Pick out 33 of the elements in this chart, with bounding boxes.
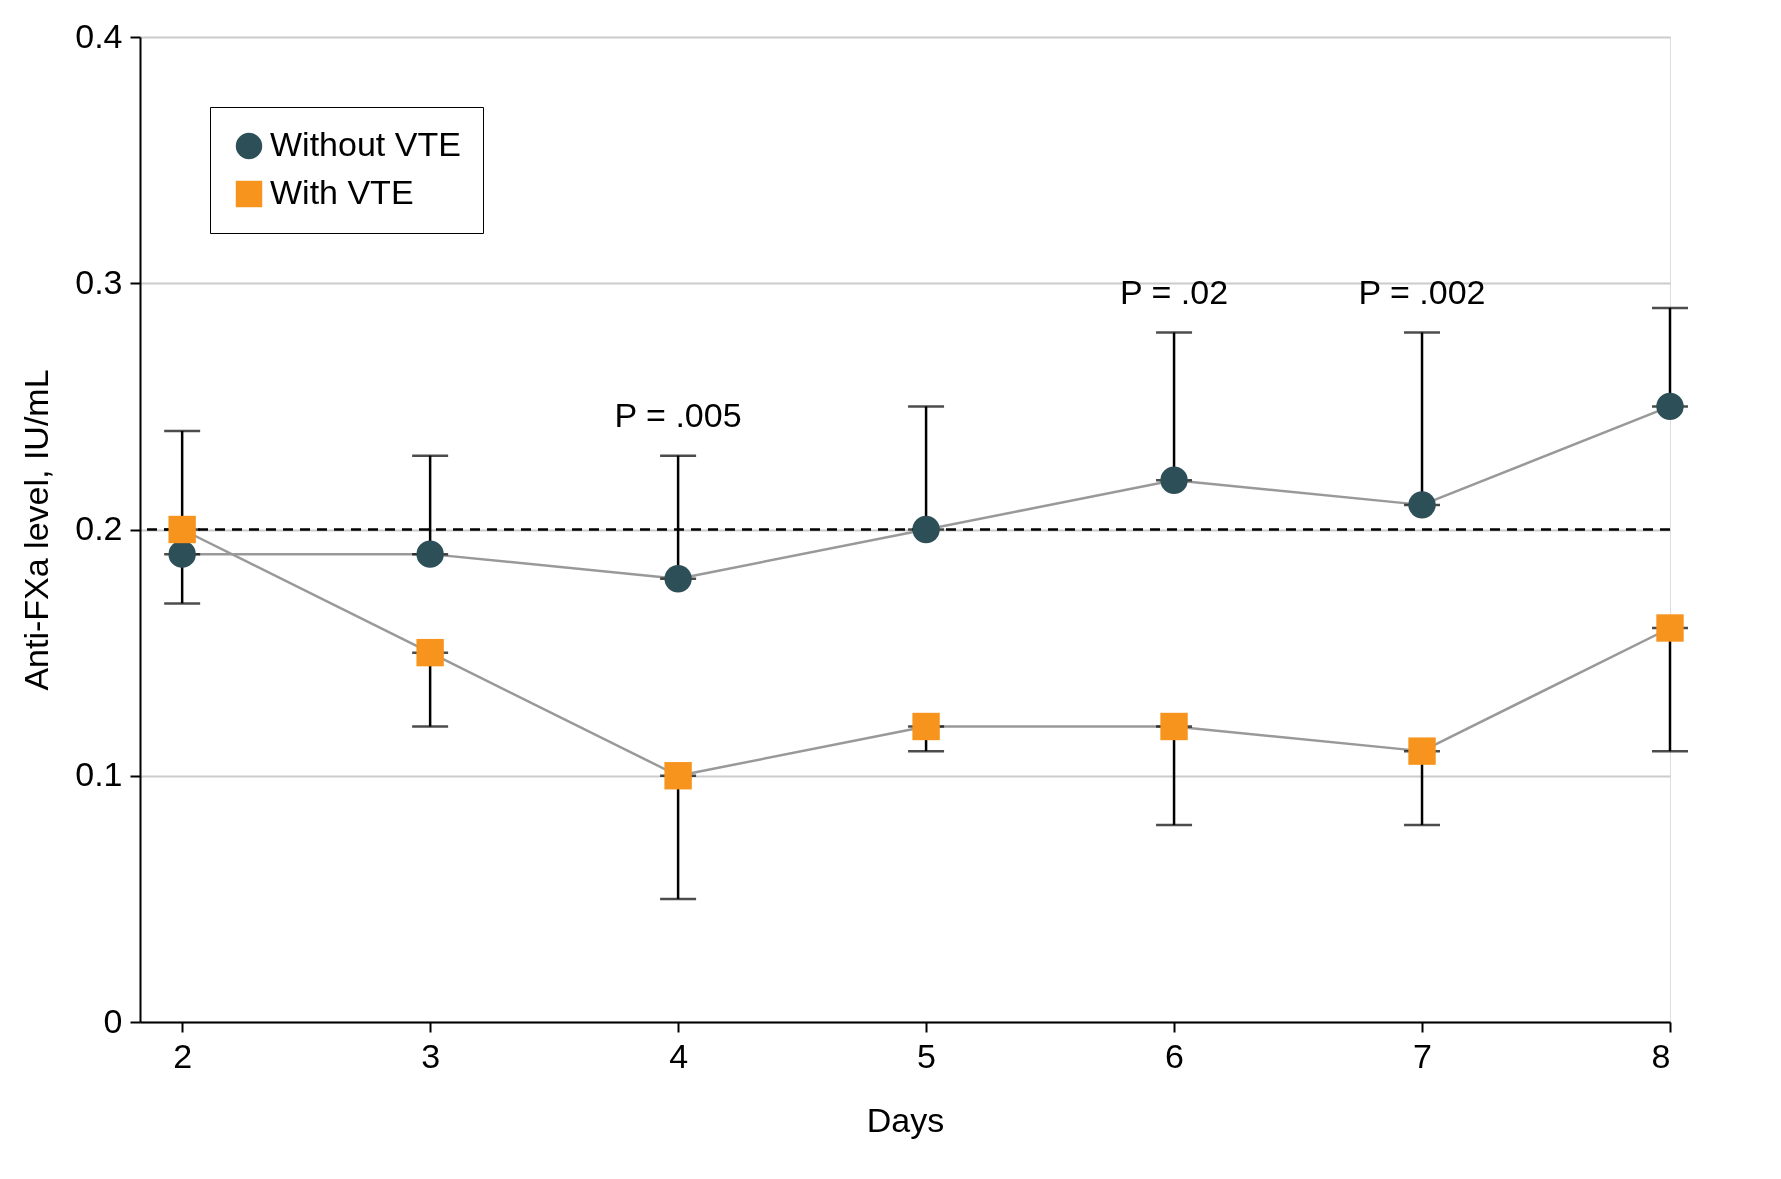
x-tick-label: 8 — [1651, 1036, 1671, 1075]
point — [1160, 466, 1188, 494]
y-tick-label: 0 — [103, 1001, 123, 1040]
point — [912, 515, 940, 544]
x-axis-title: Days — [866, 1100, 945, 1139]
y-tick-label: 0.1 — [75, 755, 123, 794]
x-tick-label: 2 — [173, 1036, 193, 1075]
annotation: P = .02 — [1120, 272, 1229, 311]
x-tick-label: 7 — [1413, 1036, 1432, 1075]
annotation: P = .005 — [614, 395, 742, 434]
point — [1408, 491, 1436, 519]
legend-label: Without VTE — [270, 125, 461, 163]
point — [664, 762, 692, 790]
y-tick-label: 0.2 — [75, 509, 123, 547]
point — [168, 515, 196, 544]
x-tick-label: 3 — [421, 1036, 441, 1075]
point — [416, 638, 444, 667]
point — [1160, 712, 1188, 741]
point — [1408, 737, 1436, 765]
x-tick-label: 6 — [1165, 1036, 1185, 1075]
point — [168, 540, 196, 568]
point — [1656, 392, 1684, 421]
point — [1656, 614, 1684, 642]
annotation: P = .002 — [1358, 272, 1486, 311]
x-tick-label: 5 — [917, 1036, 937, 1075]
point — [416, 540, 444, 568]
y-axis-title: Anti-FXa level, IU/mL — [17, 369, 56, 691]
point — [664, 565, 692, 593]
point — [912, 712, 940, 741]
y-tick-label: 0.3 — [75, 262, 123, 301]
y-tick-label: 0.4 — [75, 16, 123, 55]
legend-label: With VTE — [270, 173, 414, 211]
x-tick-label: 4 — [669, 1036, 689, 1075]
